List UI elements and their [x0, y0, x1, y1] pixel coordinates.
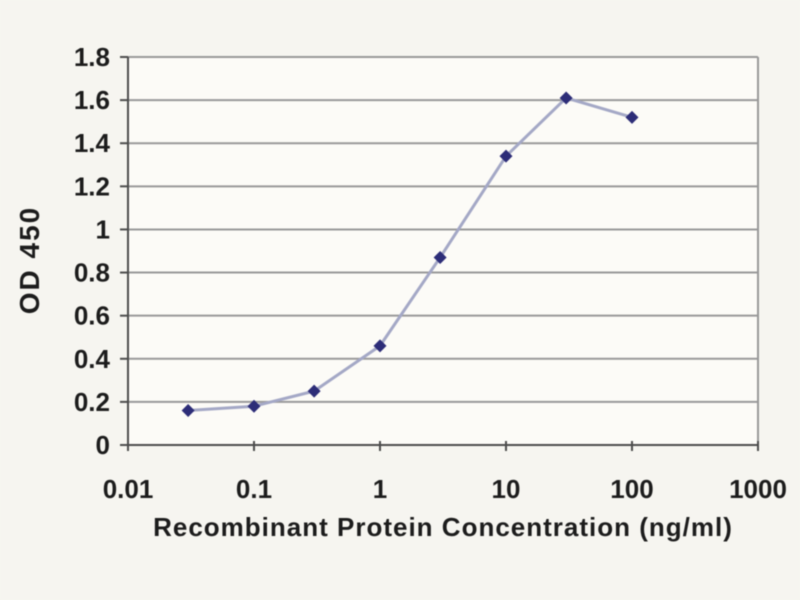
- y-tick-label: 1.4: [74, 128, 111, 158]
- data-point-marker: [181, 404, 195, 418]
- y-tick-label: 0.6: [74, 301, 110, 331]
- data-point-marker: [559, 91, 573, 105]
- data-point-marker: [499, 149, 513, 163]
- data-point-marker: [307, 384, 321, 398]
- y-axis-title: OD 450: [14, 205, 45, 315]
- y-tick-label: 0.8: [74, 258, 110, 288]
- y-tick-label: 1: [96, 214, 110, 244]
- series-line: [188, 96, 633, 413]
- y-tick-label: 0.2: [74, 387, 110, 417]
- data-point-marker: [373, 339, 387, 353]
- y-tick-label: 1.8: [74, 42, 110, 72]
- data-point-marker: [247, 399, 261, 413]
- x-tick-label: 100: [610, 474, 653, 504]
- y-tick-label: 0: [96, 430, 110, 460]
- y-tick-label: 1.6: [74, 85, 110, 115]
- x-tick-label: 1000: [729, 474, 787, 504]
- x-tick-label: 0.01: [103, 474, 154, 504]
- x-tick-label: 1: [373, 474, 387, 504]
- data-point-marker: [625, 110, 639, 124]
- y-tick-label: 1.2: [74, 171, 110, 201]
- x-tick-label: 10: [492, 474, 521, 504]
- data-point-marker: [433, 250, 447, 264]
- x-tick-label: 0.1: [236, 474, 272, 504]
- x-axis-title: Recombinant Protein Concentration (ng/ml…: [153, 512, 733, 542]
- y-tick-label: 0.4: [74, 344, 111, 374]
